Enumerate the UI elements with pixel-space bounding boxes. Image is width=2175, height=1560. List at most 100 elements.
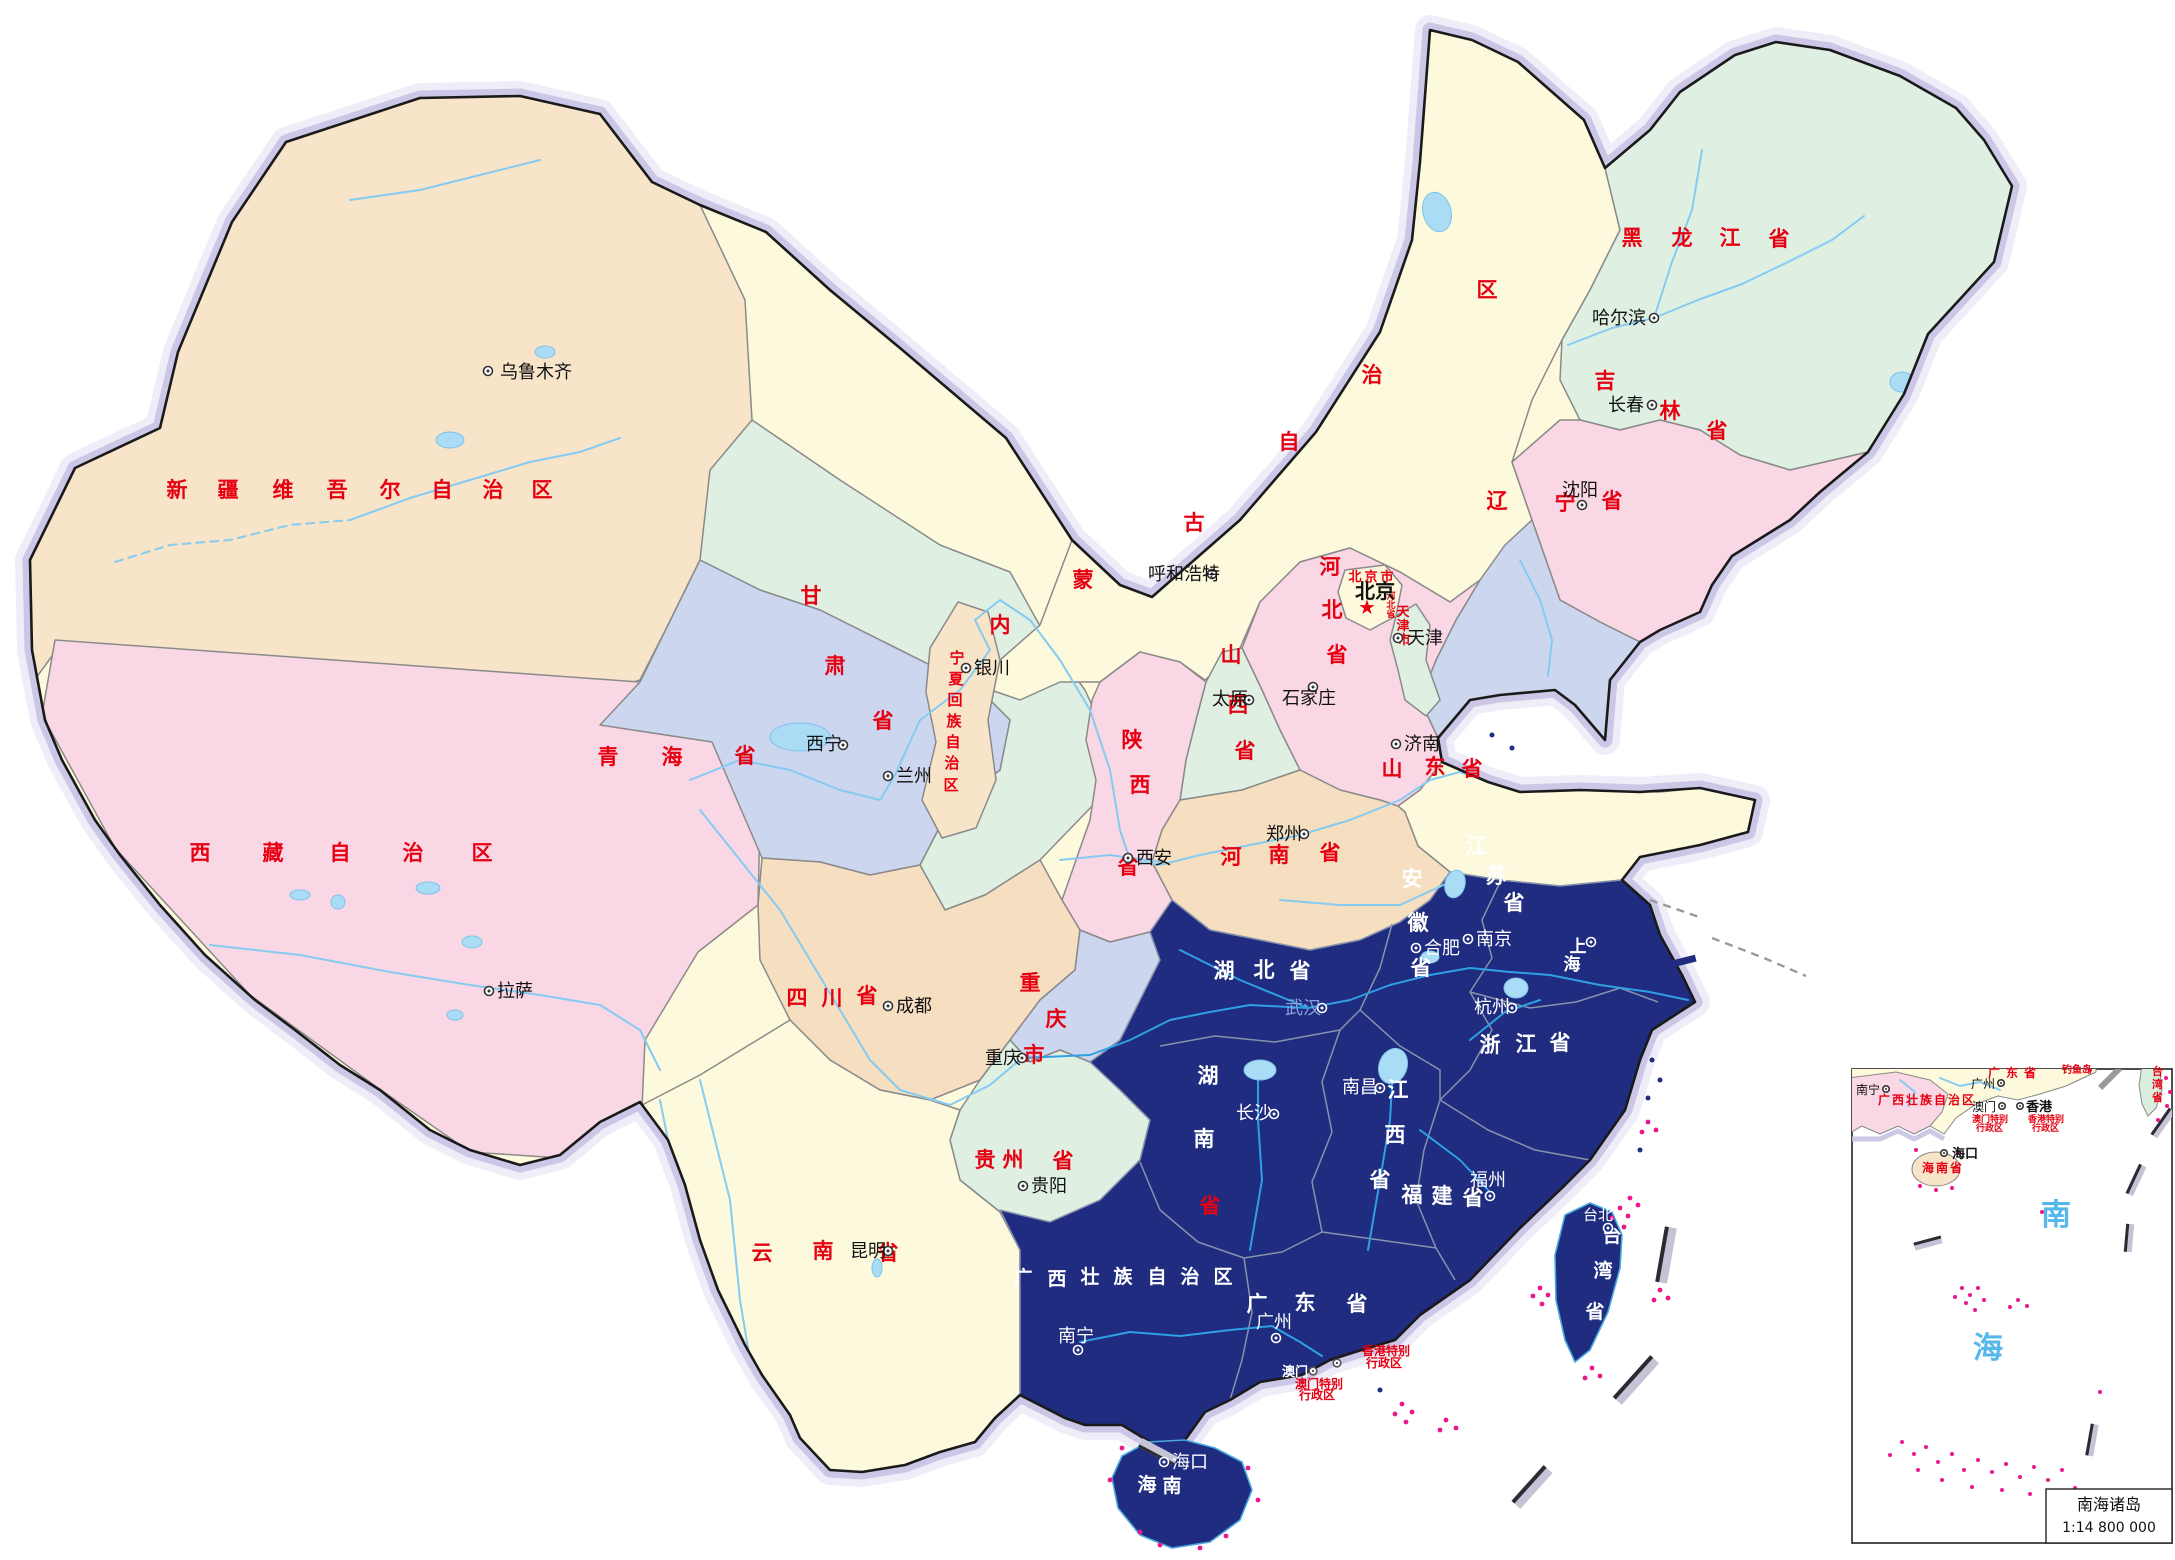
inset-province-label: 台 [2152, 1064, 2163, 1078]
province-label-neimenggu: 自 [1279, 430, 1300, 454]
province-label-yunnan: 云 [752, 1241, 773, 1265]
province-label-henan: 省 [1319, 841, 1341, 865]
province-label-jiangxi: 江 [1388, 1078, 1409, 1102]
inset-province-label: 湾 [2152, 1077, 2163, 1091]
province-label-ningxia: 区 [943, 776, 958, 794]
province-label-ningxia: 宁 [949, 649, 964, 667]
province-label-hunan: 南 [1194, 1127, 1215, 1151]
city-ring-nanchang [1374, 1082, 1386, 1094]
province-label-shanxi: 西 [1228, 693, 1249, 717]
province-label-neimenggu: 区 [1477, 278, 1498, 302]
province-xinjiang[interactable] [20, 89, 753, 743]
province-ningxia[interactable] [921, 601, 1001, 839]
province-label-guangxi: 治 [1180, 1265, 1199, 1288]
city-ring-guiyang [1017, 1180, 1029, 1192]
city-ring-lasa [483, 985, 495, 997]
province-label-qinghai: 海 [662, 745, 683, 769]
province-label-henan: 南 [1269, 843, 1290, 867]
province-label-xizang: 自 [330, 841, 351, 865]
city-ring-hefei [1410, 942, 1422, 954]
city-label-guangzhou: 广州 [1256, 1312, 1292, 1333]
city-label-taiyuan: 太原 [1212, 689, 1248, 710]
city-label-nanning: 南宁 [1058, 1326, 1094, 1347]
province-hainan-island[interactable] [1111, 1439, 1253, 1549]
province-label-xizang: 区 [472, 841, 493, 865]
inset-city-ring [1940, 1149, 1949, 1158]
city-ring-tianjin [1392, 632, 1404, 644]
province-label-shaanxi: 省 [1117, 855, 1139, 879]
city-label-nanjing: 南京 [1476, 929, 1512, 950]
reef-island-dots [1107, 1119, 1671, 1551]
inset-city-label: 澳门 [1972, 1099, 1996, 1114]
province-label-heilongjiang: 省 [1768, 227, 1790, 251]
province-label-taiwan: 省 [1584, 1301, 1604, 1323]
province-label-yunnan: 南 [813, 1239, 834, 1263]
province-label-xinjiang: 维 [273, 478, 294, 502]
city-ring-changsha [1268, 1108, 1280, 1120]
city-ring-nanjing [1462, 933, 1474, 945]
province-label-guangxi: 西 [1047, 1268, 1066, 1290]
province-label-guangxi: 壮 [1080, 1265, 1099, 1288]
province-label-xizang: 藏 [263, 841, 284, 865]
city-label-nanchang: 南昌 [1342, 1077, 1378, 1098]
province-label-ningxia: 回 [947, 691, 962, 709]
province-label-chongqingshi: 庆 [1046, 1007, 1067, 1031]
city-label-guiyang: 贵阳 [1031, 1176, 1067, 1197]
province-label-guangxi: 自 [1147, 1265, 1166, 1288]
city-label-changsha: 长沙 [1236, 1103, 1272, 1124]
province-label-chongqingshi: 重 [1020, 971, 1041, 995]
province-label-chongqingshi: 市 [1024, 1043, 1045, 1067]
province-label-jiangsu: 苏 [1486, 864, 1507, 888]
province-label-xinjiang: 区 [532, 478, 553, 502]
inset-sea-label: 南 [2041, 1198, 2071, 1233]
city-ring-huhehaote [1206, 568, 1218, 580]
province-label-henan: 河 [1221, 845, 1242, 869]
province-label-neimenggu: 蒙 [1073, 568, 1094, 592]
city-label-changchun: 长春 [1608, 395, 1644, 416]
province-label-shanghai: 上 [1570, 937, 1587, 957]
province-label-guizhou: 省 [1052, 1149, 1074, 1173]
city-ring-jinan [1390, 738, 1402, 750]
city-ring-wuhan [1316, 1002, 1328, 1014]
province-label-beijingshi: 北 [1348, 570, 1361, 585]
city-ring-fuzhou [1484, 1190, 1496, 1202]
city-label-shenyang: 沈阳 [1562, 480, 1598, 501]
province-label-fujian: 省 [1462, 1186, 1484, 1210]
city-label-lasa: 拉萨 [497, 981, 533, 1002]
province-label-liaoning: 宁 [1555, 491, 1576, 515]
province-label-guangxi: 族 [1113, 1265, 1133, 1288]
province-label-guangxi: 广 [1013, 1266, 1032, 1289]
city-ring-nanning [1072, 1344, 1084, 1356]
city-label-wulumuqi: 乌鲁木齐 [500, 362, 572, 383]
sar-label-hongkong: 香港特别 [1361, 1343, 1410, 1358]
province-label-gansu: 省 [872, 709, 894, 733]
city-ring-wulumuqi [482, 365, 494, 377]
city-ring-shijiazhuang [1307, 681, 1319, 693]
province-label-heilongjiang: 江 [1720, 226, 1741, 250]
city-ring-xian [1122, 852, 1134, 864]
province-label-sichuan: 四 [787, 986, 808, 1010]
province-label-hunan: 省 [1199, 1194, 1221, 1218]
province-label-ningxia: 族 [946, 712, 962, 730]
province-label-shandong: 东 [1425, 755, 1446, 779]
inset-city-ring [2016, 1102, 2025, 1111]
province-label-xinjiang: 吾 [327, 478, 348, 502]
city-label-tianjin: 天津 [1407, 628, 1443, 649]
province-taiwan-island[interactable] [1554, 1202, 1623, 1364]
municipality-tianjin[interactable] [1389, 603, 1441, 717]
city-ring-chongqing [1016, 1052, 1028, 1064]
province-label-guangdong: 东 [1295, 1291, 1316, 1315]
province-label-hubei: 北 [1254, 958, 1275, 982]
province-label-shanxi: 省 [1234, 739, 1256, 763]
city-ring-changchun [1646, 399, 1658, 411]
inset-city-label: 南宁 [1856, 1082, 1880, 1097]
city-label-xining: 西宁 [806, 734, 842, 755]
inset-scale-value: 1:14 800 000 [2062, 1520, 2156, 1536]
province-label-shaanxi: 陕 [1122, 728, 1143, 752]
city-label-taibei: 台北 [1583, 1206, 1613, 1224]
municipality-beijing[interactable] [1337, 564, 1403, 631]
province-label-neimenggu: 治 [1362, 363, 1383, 387]
province-label-shandong: 山 [1382, 757, 1403, 781]
